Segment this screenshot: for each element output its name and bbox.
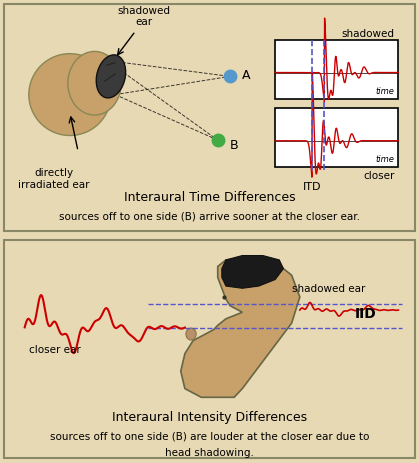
Text: A: A [242,69,251,81]
Text: shadowed
ear: shadowed ear [117,6,170,27]
Text: shadowed: shadowed [341,29,394,38]
Text: closer: closer [363,170,394,180]
Text: head shadowing.: head shadowing. [165,447,254,457]
Bar [275,109,398,168]
Text: IID: IID [354,307,376,321]
Text: ITD: ITD [303,181,321,192]
Ellipse shape [29,55,111,136]
Text: Interaural Time Differences: Interaural Time Differences [124,191,295,204]
Text: closer ear: closer ear [29,344,80,355]
Text: B: B [230,139,239,152]
Text: Interaural Intensity Differences: Interaural Intensity Differences [112,411,307,424]
Text: time: time [375,87,394,95]
Ellipse shape [96,56,126,99]
Text: sources off to one side (B) arrive sooner at the closer ear.: sources off to one side (B) arrive soone… [59,211,360,221]
Polygon shape [222,256,283,288]
Text: time: time [375,155,394,163]
Text: shadowed ear: shadowed ear [292,284,365,294]
Ellipse shape [186,328,196,340]
Polygon shape [181,258,300,397]
Ellipse shape [68,52,121,116]
Bar [275,41,398,100]
Text: sources off to one side (B) are louder at the closer ear due to: sources off to one side (B) are louder a… [50,430,369,440]
Text: directly
irradiated ear: directly irradiated ear [18,168,89,189]
